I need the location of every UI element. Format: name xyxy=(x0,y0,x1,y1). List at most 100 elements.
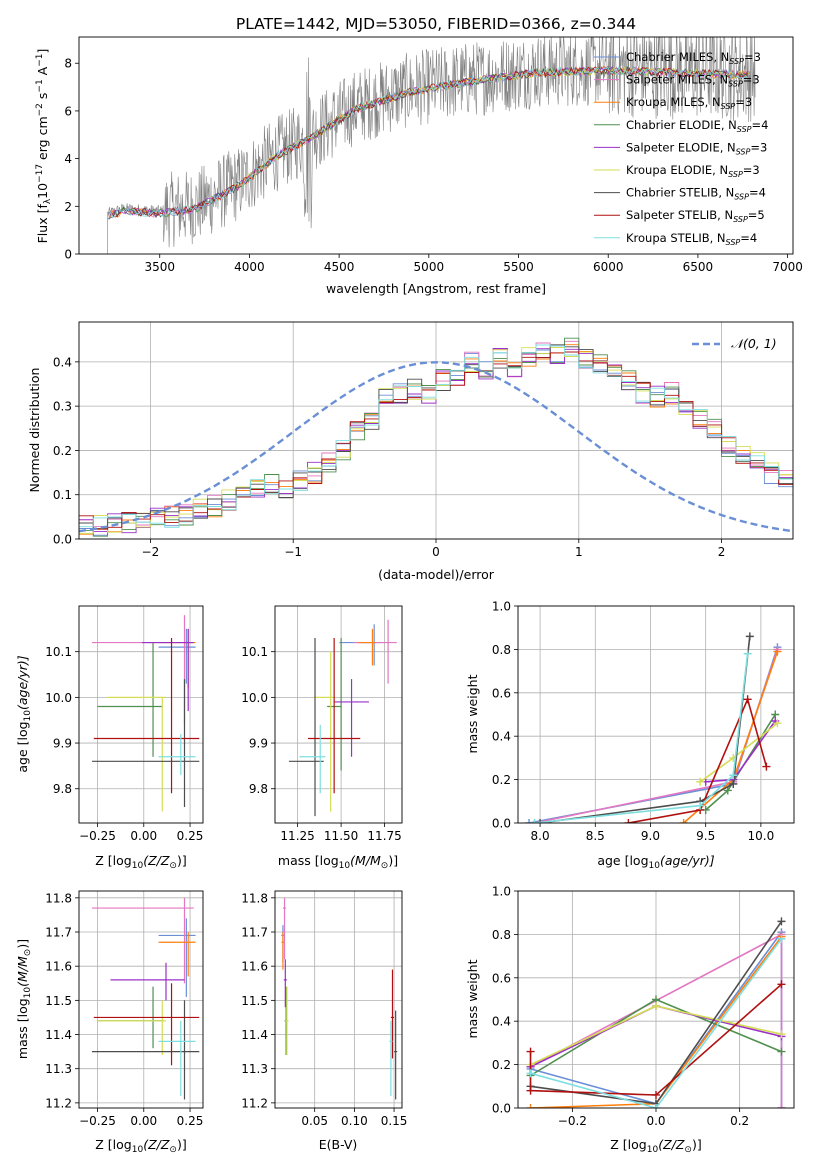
y-tick-label: 11.5 xyxy=(241,994,268,1008)
panel-age-vs-Z: −0.25 0.00 0.25 9.8 9.9 10.0 10.1 Z [log10(Z/Z⊙… xyxy=(15,605,204,871)
normal-reference-curve xyxy=(79,361,793,533)
x-tick-label: 0.0 xyxy=(646,1114,665,1128)
x-tick-label: 0.15 xyxy=(381,1114,408,1128)
model-spectrum xyxy=(232,65,751,192)
y-tick-label: 11.5 xyxy=(45,994,72,1008)
errorbar-point xyxy=(106,696,166,812)
y-tick-label: 11.2 xyxy=(241,1096,268,1110)
y-tick-label: 0.8 xyxy=(492,928,511,942)
weight-series xyxy=(530,938,783,1108)
legend-label: Chabrier MILES, NSSP=3 xyxy=(626,50,761,66)
y-tick-label: 10.0 xyxy=(45,691,72,705)
weight-series xyxy=(534,653,749,823)
y-tick-label: 11.8 xyxy=(45,891,72,905)
y-tick-label: 11.4 xyxy=(45,1028,72,1042)
errorbar-point xyxy=(110,962,185,1001)
weight-marker xyxy=(773,719,782,728)
axes-frame xyxy=(274,890,403,1109)
x-tick-label: 0.10 xyxy=(341,1114,368,1128)
x-axis-label: Z [log10(Z/Z⊙)] xyxy=(95,1137,186,1155)
y-tick-label: 0.4 xyxy=(492,1015,511,1029)
errorbar-point xyxy=(93,983,200,1066)
panel-weight-vs-age: 8.0 8.5 9.0 9.5 10.0 0.0 0.2 0.4 0.6 0.8 1.0 age [l… xyxy=(465,600,795,871)
figure-title: PLATE=1442, MJD=53050, FIBERID=0366, z=0… xyxy=(236,15,636,33)
errorbar-point xyxy=(394,1010,398,1100)
x-tick-label: 5500 xyxy=(503,260,534,274)
errorbar-point xyxy=(283,959,287,1008)
axes-frame xyxy=(78,605,204,824)
y-tick-label: 9.8 xyxy=(249,782,268,796)
weight-marker xyxy=(777,980,786,989)
errorbar-point xyxy=(141,628,194,712)
x-tick-label: 0.00 xyxy=(130,829,157,843)
weight-marker xyxy=(777,1030,786,1039)
errorbar-point xyxy=(334,679,369,757)
weight-marker xyxy=(530,819,539,823)
x-tick-label: 0.05 xyxy=(301,1114,328,1128)
y-tick-label: 11.6 xyxy=(241,960,268,974)
y-tick-label: 9.8 xyxy=(53,782,72,796)
errorbar-point xyxy=(308,637,361,794)
y-tick-label: 11.8 xyxy=(241,891,268,905)
legend-label: Kroupa ELODIE, NSSP=3 xyxy=(626,163,760,179)
y-tick-label: 0.2 xyxy=(492,773,511,787)
axes-frame xyxy=(78,890,204,1109)
histogram-step xyxy=(79,344,793,528)
legend-label: Salpeter MILES, NSSP=3 xyxy=(626,73,760,89)
weight-marker xyxy=(729,779,738,788)
x-tick-label: 3500 xyxy=(144,260,175,274)
errorbar-point xyxy=(285,986,289,1056)
y-tick-label: 8 xyxy=(64,57,72,71)
weight-marker xyxy=(526,1104,535,1108)
x-tick-label: 10.0 xyxy=(748,829,775,843)
errorbar-point xyxy=(91,1000,200,1100)
panel-weight-vs-Z: −0.2 0.0 0.2 0.0 0.2 0.4 0.6 0.8 1.0 Z [log10(Z/Z… xyxy=(465,885,795,1155)
weight-marker xyxy=(773,647,782,656)
axes-frame xyxy=(78,321,794,540)
y-axis-label: age [log10(age/yr)] xyxy=(15,655,33,772)
legend-label: Kroupa STELIB, NSSP=4 xyxy=(626,231,757,247)
y-tick-label: 1.0 xyxy=(492,885,511,899)
y-axis-label: Normed distribution xyxy=(27,368,42,493)
observed-spectrum xyxy=(107,37,756,254)
panel-residuals: −2 −1 0 1 2 0.0 0.1 0.2 0.3 0.4 𝒩(0, 1) (data-model… xyxy=(27,321,794,582)
errorbar-point xyxy=(158,932,196,977)
weight-marker xyxy=(743,649,752,658)
weight-marker xyxy=(526,1086,535,1095)
errorbar-point xyxy=(93,637,200,794)
y-tick-label: 0.2 xyxy=(492,1058,511,1072)
y-tick-label: 11.7 xyxy=(241,926,268,940)
x-tick-label: 8.0 xyxy=(531,829,550,843)
errorbar-point xyxy=(358,628,376,666)
axes-frame xyxy=(517,890,795,1109)
x-tick-label: 11.50 xyxy=(324,829,358,843)
weight-marker xyxy=(762,762,771,771)
errorbar-point xyxy=(299,724,326,794)
errorbar-point xyxy=(91,615,194,725)
y-tick-label: 0.0 xyxy=(492,817,511,831)
x-axis-label: Z [log10(Z/Z⊙)] xyxy=(610,1137,701,1155)
plot-area xyxy=(107,37,756,254)
y-tick-label: 6 xyxy=(64,104,72,118)
errorbar-point xyxy=(288,637,324,817)
x-axis-label: age [log10(age/yr)] xyxy=(597,853,714,871)
y-tick-label: 0.3 xyxy=(53,400,72,414)
weight-marker xyxy=(696,777,705,786)
y-tick-label: 0.6 xyxy=(492,971,511,985)
panel-mass-vs-Z: −0.25 0.00 0.25 11.2 11.3 11.4 11.5 11.6 11.7 11.… xyxy=(15,890,204,1155)
x-tick-label: 1 xyxy=(575,545,583,559)
x-tick-label: 8.5 xyxy=(586,829,605,843)
y-tick-label: 11.3 xyxy=(45,1062,72,1076)
x-tick-label: 6500 xyxy=(683,260,714,274)
weight-marker xyxy=(777,1047,786,1056)
model-spectrum xyxy=(108,66,749,218)
y-axis-label: Flux [fλ10−17 erg cm−2 s−1 A−1] xyxy=(35,49,53,244)
y-tick-label: 11.4 xyxy=(241,1028,268,1042)
histogram-step xyxy=(79,344,793,530)
weight-series xyxy=(539,636,751,823)
errorbar-point xyxy=(97,1000,166,1056)
y-tick-label: 11.7 xyxy=(45,926,72,940)
plot-area xyxy=(525,632,782,823)
weight-marker xyxy=(526,1069,535,1078)
y-axis-label: mass [log10(M/M⊙)] xyxy=(15,939,33,1059)
